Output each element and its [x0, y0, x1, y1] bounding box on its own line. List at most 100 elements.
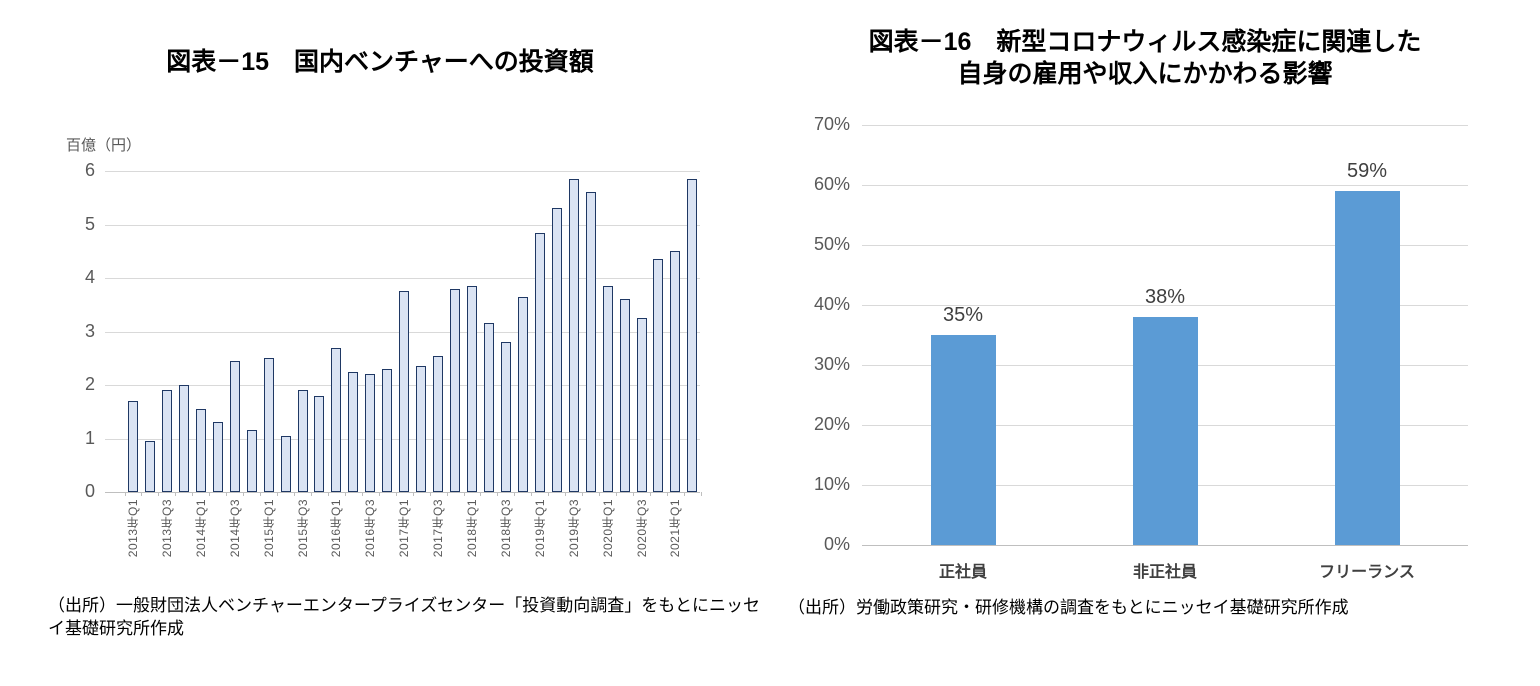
bar-value-label: 38%	[1144, 286, 1186, 308]
x-tick-label: 2018年Q1	[465, 499, 479, 558]
category-label: 非正社員	[1132, 564, 1197, 581]
bar-value-label: 59%	[1346, 160, 1388, 182]
bar-2015年Q1	[263, 358, 274, 492]
gridline	[862, 125, 1468, 126]
category-axis-tick	[683, 492, 685, 496]
category-axis-tick	[226, 492, 228, 496]
gridline	[862, 185, 1468, 186]
category-axis-tick	[175, 492, 177, 496]
y-tick-label: 50%	[813, 234, 850, 254]
right-chart-title: 図表－16 新型コロナウィルス感染症に関連した 自身の雇用や収入にかかわる影響	[800, 26, 1490, 90]
category-axis-tick	[531, 492, 533, 496]
category-axis-tick	[582, 492, 584, 496]
bar-2018年Q2	[483, 323, 494, 492]
category-axis-tick	[294, 492, 296, 496]
category-axis-tick	[548, 492, 550, 496]
category-axis-tick	[514, 492, 516, 496]
bar-2015年Q2	[280, 435, 291, 492]
bar-2018年Q1	[467, 286, 477, 492]
left-chart-panel: 図表－15 国内ベンチャーへの投資額 百億（円） 0 1 2 3 4 5 6 2013年Q1 2…	[48, 48, 760, 638]
x-tick-label: 2015年Q1	[261, 499, 276, 558]
category-axis-tick	[209, 492, 211, 496]
y-tick-label: 1	[84, 427, 95, 448]
category-axis-tick	[463, 492, 465, 496]
category-axis-tick	[649, 492, 651, 496]
left-chart-y-axis-unit: 百億（円）	[66, 137, 142, 154]
bar-2013年Q3	[161, 390, 172, 492]
category-axis-tick	[446, 492, 448, 496]
bar-2016年Q2	[348, 371, 359, 492]
category-axis-tick	[327, 492, 329, 496]
category-axis-tick	[480, 492, 482, 496]
bar-2016年Q1	[331, 347, 342, 492]
bar-2019年Q2	[551, 208, 562, 492]
bar-2020年Q4	[653, 259, 664, 492]
bar-value-label: 35%	[942, 304, 984, 326]
x-tick-label: 2016年Q3	[363, 499, 378, 558]
x-tick-label: 2017年Q1	[397, 499, 412, 558]
y-tick-label: 3	[84, 320, 95, 341]
category-axis-tick	[361, 492, 363, 496]
bar-2021年Q1	[670, 251, 681, 492]
right-chart-title-line-2: 自身の雇用や収入にかかわる影響	[957, 60, 1333, 88]
bar-2018年Q3	[500, 342, 511, 492]
y-tick-label: 10%	[813, 474, 850, 494]
bar-2014年Q4	[246, 430, 257, 492]
bar-2019年Q3	[568, 179, 579, 492]
category-axis-tick	[277, 492, 279, 496]
category-axis-tick	[666, 492, 668, 496]
x-axis-line	[105, 492, 700, 493]
category-axis-tick	[158, 492, 160, 496]
bar-2013年Q4	[178, 385, 189, 492]
x-axis-line	[862, 545, 1468, 546]
x-tick-label: 2013年Q1	[126, 499, 140, 558]
category-axis-tick	[124, 492, 126, 496]
bar-フリーランス	[1334, 191, 1400, 545]
bar-正社員	[930, 335, 996, 545]
left-chart-source-note: （出所）一般財団法人ベンチャーエンタープライズセンター「投資動向調査」をもとにニ…	[48, 596, 760, 638]
y-tick-label: 60%	[813, 174, 850, 194]
category-axis-tick	[192, 492, 194, 496]
x-tick-label: 2016年Q1	[329, 499, 344, 558]
y-tick-label: 30%	[813, 354, 850, 374]
y-tick-label: 0	[84, 481, 95, 501]
category-axis-tick	[310, 492, 312, 496]
x-tick-label: 2013年Q3	[159, 499, 174, 558]
x-tick-label: 2020年Q1	[600, 499, 615, 558]
y-tick-label: 20%	[813, 414, 850, 434]
category-axis-tick	[260, 492, 262, 496]
bar-2013年Q2	[144, 441, 155, 492]
bar-2013年Q1	[128, 401, 138, 492]
category-axis-tick	[378, 492, 380, 496]
gridline	[862, 245, 1468, 246]
gridline	[105, 224, 700, 226]
bar-2014年Q3	[229, 360, 240, 492]
left-chart-plot-area: 0 1 2 3 4 5 6 2013年Q1 2013年Q3 2014年Q1 2014年Q3 2015年…	[85, 160, 702, 557]
category-axis-tick	[599, 492, 601, 496]
category-axis-tick	[633, 492, 635, 496]
bar-2019年Q4	[585, 192, 596, 492]
x-tick-label: 2018年Q3	[498, 499, 513, 558]
bar-2019年Q1	[534, 232, 545, 492]
category-axis-tick	[700, 492, 702, 496]
category-axis-tick	[243, 492, 245, 496]
x-tick-label: 2017年Q3	[431, 499, 446, 558]
bar-2016年Q3	[365, 374, 376, 492]
category-axis-tick	[565, 492, 567, 496]
x-tick-label: 2021年Q1	[668, 499, 683, 558]
category-axis-tick	[412, 492, 414, 496]
x-tick-label: 2020年Q3	[634, 499, 649, 558]
bar-2016年Q4	[382, 368, 393, 492]
bar-2020年Q3	[636, 318, 647, 492]
bar-2017年Q2	[416, 366, 427, 492]
right-chart-title-line-1: 図表－16 新型コロナウィルス感染症に関連した	[868, 28, 1422, 56]
category-axis-tick	[429, 492, 431, 496]
category-label: 正社員	[938, 564, 987, 581]
category-axis-tick	[141, 492, 143, 496]
left-chart-title: 図表－15 国内ベンチャーへの投資額	[166, 48, 594, 76]
right-chart-panel: 図表－16 新型コロナウィルス感染症に関連した 自身の雇用や収入にかかわる影響 …	[770, 0, 1540, 686]
x-tick-label: 2014年Q3	[227, 499, 242, 558]
bar-2014年Q2	[212, 422, 223, 492]
category-axis-tick	[344, 492, 346, 496]
bar-2014年Q1	[195, 409, 206, 492]
